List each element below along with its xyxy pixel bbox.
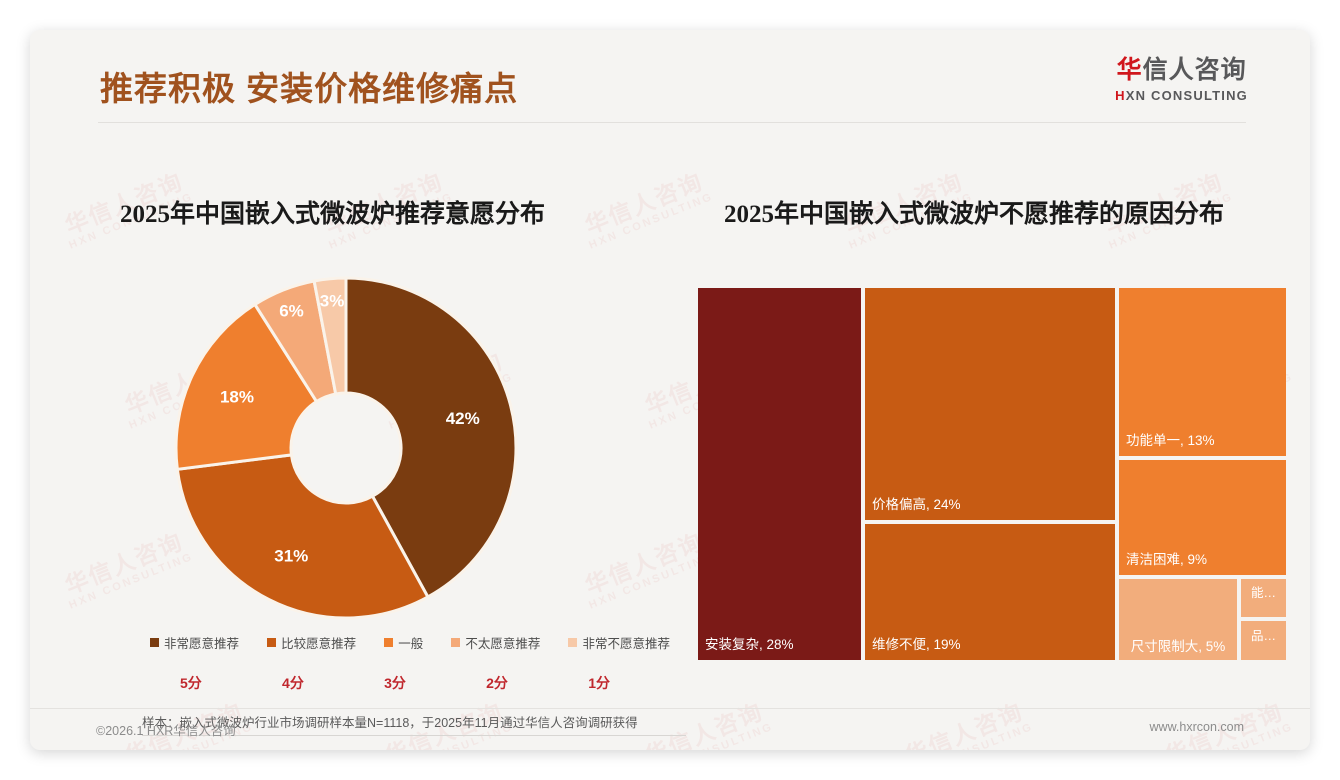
right-chart-title: 2025年中国嵌入式微波炉不愿推荐的原因分布 bbox=[724, 201, 1225, 228]
left-chart-title: 2025年中国嵌入式微波炉推荐意愿分布 bbox=[120, 201, 546, 228]
legend-label: 一般 bbox=[398, 636, 424, 651]
slide-canvas: 华信人咨询 HXN CONSULTING 华信人咨询 HXN CONSULTING 华信… bbox=[30, 30, 1310, 750]
footer-website: www.hxrcon.com bbox=[1149, 720, 1244, 734]
score-scale-row: 5分 4分 3分 2分 1分 bbox=[180, 672, 610, 694]
score-label: 3分 bbox=[384, 675, 406, 691]
legend-item[interactable]: 非常不愿意推荐 bbox=[568, 633, 670, 652]
donut-chart-svg: 42% 31% 18% 6% 3% bbox=[174, 276, 518, 620]
sample-note: 样本：嵌入式微波炉行业市场调研样本量N=1118，于2025年11月通过华信人咨… bbox=[142, 716, 638, 730]
donut-chart: 42% 31% 18% 6% 3% bbox=[126, 258, 666, 638]
logo-cn-rest: 信人咨询 bbox=[1142, 56, 1247, 84]
donut-slice-label: 31% bbox=[274, 546, 308, 565]
legend-swatch-icon bbox=[267, 637, 277, 647]
treemap-cell[interactable]: 安装复杂, 28% bbox=[698, 288, 861, 660]
legend-swatch-icon bbox=[150, 637, 159, 647]
donut-slice-label: 3% bbox=[320, 292, 345, 311]
treemap-cell[interactable]: 功能单一, 13% bbox=[1119, 288, 1286, 456]
treemap-cell[interactable]: 清洁困难, 9% bbox=[1119, 460, 1286, 575]
legend-label: 非常愿意推荐 bbox=[164, 636, 240, 651]
legend-swatch-icon bbox=[384, 637, 394, 647]
treemap-cell[interactable]: 价格偏高, 24% bbox=[865, 288, 1115, 520]
treemap-cell-label: 功能单一, 13% bbox=[1126, 433, 1215, 449]
treemap-chart: 安装复杂, 28% 价格偏高, 24% 维修不便, 19% 功能单一, 13% 清洁困难… bbox=[698, 288, 1286, 660]
treemap-cell-label: 品… bbox=[1250, 628, 1276, 643]
treemap-cell-label: 能… bbox=[1250, 586, 1276, 601]
donut-slice-label: 18% bbox=[220, 388, 254, 407]
legend-label: 不太愿意推荐 bbox=[465, 636, 541, 651]
footer-divider bbox=[30, 708, 1310, 709]
score-label: 2分 bbox=[486, 675, 508, 691]
sample-note-divider bbox=[142, 735, 686, 736]
footer-copyright: ©2026.1 HXR华信人咨询 bbox=[96, 724, 236, 738]
treemap-cell[interactable]: 尺寸限制大, 5% bbox=[1119, 579, 1237, 660]
treemap-cell[interactable]: 维修不便, 19% bbox=[865, 524, 1115, 660]
page-title: 推荐积极 安装价格维修痛点 bbox=[100, 70, 519, 107]
donut-slice[interactable] bbox=[175, 453, 430, 620]
legend-item[interactable]: 一般 bbox=[384, 633, 423, 652]
logo-en-rest: XN CONSULTING bbox=[1125, 87, 1248, 103]
legend-item[interactable]: 比较愿意推荐 bbox=[267, 633, 356, 652]
logo-cn-red: 华 bbox=[1116, 56, 1143, 84]
treemap-cell-label: 尺寸限制大, 5% bbox=[1130, 639, 1226, 655]
donut-slice[interactable] bbox=[344, 276, 518, 600]
logo-en-red: H bbox=[1115, 87, 1126, 103]
donut-slice[interactable] bbox=[312, 276, 348, 396]
treemap-cell-label: 安装复杂, 28% bbox=[705, 637, 794, 653]
legend-label: 比较愿意推荐 bbox=[281, 636, 357, 651]
treemap-cell[interactable]: 品… bbox=[1241, 621, 1286, 660]
treemap-cell-label: 价格偏高, 24% bbox=[872, 497, 961, 513]
donut-slice[interactable] bbox=[174, 302, 319, 471]
logo-chinese-text: 华信人咨询 bbox=[1115, 56, 1248, 85]
legend-swatch-icon bbox=[451, 637, 461, 647]
score-label: 4分 bbox=[282, 675, 304, 691]
donut-slice-label: 6% bbox=[279, 301, 304, 320]
slide-header: 推荐积极 安装价格维修痛点 华信人咨询 HXN CONSULTING bbox=[30, 30, 1310, 123]
donut-slice-label: 42% bbox=[446, 409, 480, 428]
treemap-cell-label: 清洁困难, 9% bbox=[1126, 552, 1208, 568]
logo-english-text: HXN CONSULTING bbox=[1115, 88, 1248, 103]
legend-label: 非常不愿意推荐 bbox=[582, 636, 670, 651]
legend-swatch-icon bbox=[568, 637, 578, 647]
treemap-cell[interactable]: 能… bbox=[1241, 579, 1286, 617]
treemap-cell-label: 维修不便, 19% bbox=[872, 637, 961, 653]
company-logo: 华信人咨询 HXN CONSULTING bbox=[1115, 56, 1248, 103]
score-label: 1分 bbox=[588, 675, 610, 691]
donut-legend: 非常愿意推荐 比较愿意推荐 一般 不太愿意推荐 非常不愿意推荐 bbox=[150, 632, 670, 652]
legend-item[interactable]: 非常愿意推荐 bbox=[150, 633, 239, 652]
title-divider bbox=[98, 122, 1246, 123]
score-label: 5分 bbox=[180, 675, 202, 691]
legend-item[interactable]: 不太愿意推荐 bbox=[451, 633, 540, 652]
